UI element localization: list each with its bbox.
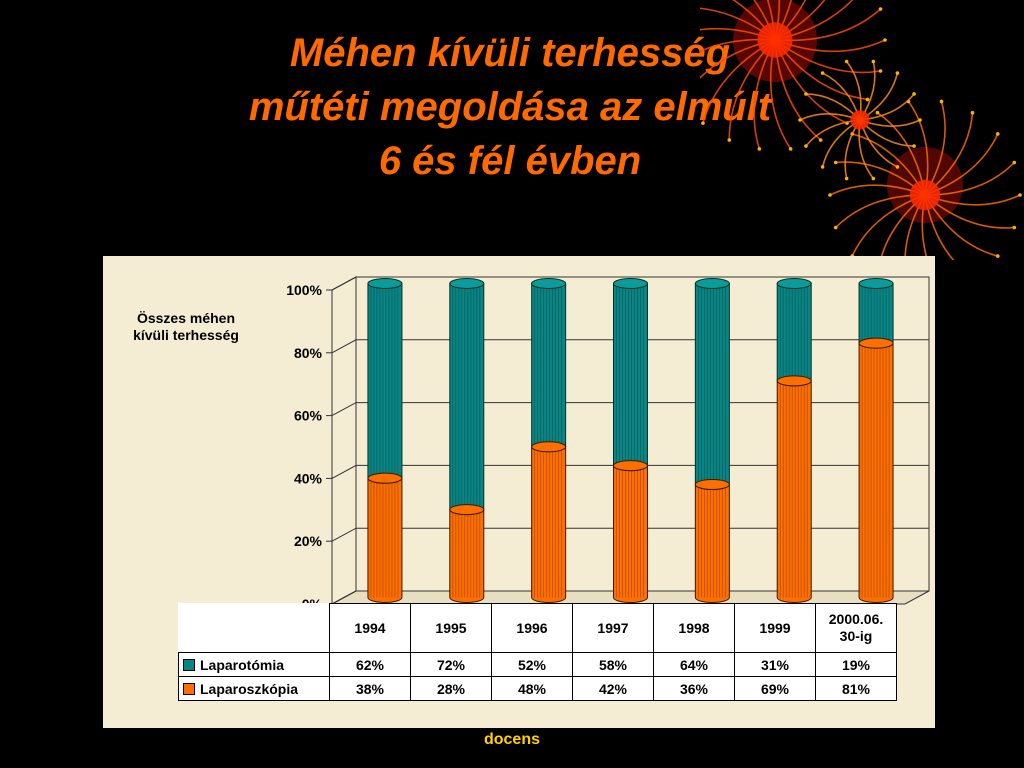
table-year-1994: 1994: [329, 603, 411, 653]
stacked-bar-chart: 0%20%40%60%80%100%: [286, 276, 930, 612]
bar-top-cap: [531, 278, 567, 289]
bar-segment-cap: [367, 472, 403, 484]
bar-laparotomia: [694, 283, 730, 490]
y-axis-title-line-1: Összes méhen: [136, 310, 236, 326]
table-year-2000: 2000.06. 30-ig: [815, 603, 897, 653]
table-cell: 72%: [410, 652, 492, 677]
table-year-1999: 1999: [734, 603, 816, 653]
table-cell: 38%: [329, 676, 411, 701]
bar-segment-cap: [694, 478, 730, 490]
table-row-laparoszkopia: Laparoszkópia 38% 28% 48% 42% 36% 69% 81…: [178, 676, 897, 701]
slide-title: Méhen kívüli terhesség műtéti megoldása …: [120, 26, 900, 188]
bar-laparoszkopia: [367, 477, 403, 603]
table-cell: 69%: [734, 676, 816, 701]
legend-entry-laparotomia: Laparotómia: [178, 652, 330, 677]
chart-side-wall: [331, 276, 357, 605]
table-corner: [179, 604, 330, 653]
bar-laparoszkopia: [694, 483, 730, 603]
y-tick-label: 80%: [294, 345, 323, 361]
bar-laparoszkopia: [449, 509, 485, 603]
gridline: [331, 590, 929, 605]
bar-laparoszkopia: [613, 465, 648, 603]
table-cell: 31%: [734, 652, 816, 677]
bar-laparotomia: [449, 283, 485, 516]
bar-top-cap: [694, 278, 730, 289]
gridline: [331, 527, 929, 542]
table-cell: 81%: [815, 676, 897, 701]
chart-panel: 0%20%40%60%80%100% Összes méhen kívüli t…: [103, 256, 935, 728]
table-cell: 62%: [329, 652, 411, 677]
y-tick-label: 60%: [294, 408, 323, 424]
gridline: [331, 276, 929, 291]
bar-top-cap: [858, 278, 894, 289]
gridline: [331, 339, 929, 354]
bar-segment-cap: [449, 504, 485, 516]
table-row-laparotomia: Laparotómia 62% 72% 52% 58% 64% 31% 19%: [178, 652, 897, 677]
gridline: [331, 464, 929, 479]
legend-entry-laparoszkopia: Laparoszkópia: [178, 676, 330, 701]
gridline: [331, 402, 929, 417]
legend-swatch-laparotomia: [183, 658, 195, 671]
bar-laparotomia: [613, 283, 648, 472]
title-line-3: 6 és fél évben: [378, 139, 642, 183]
legend-swatch-laparoszkopia: [183, 682, 195, 695]
bar-laparoszkopia: [858, 342, 894, 603]
table-year-1996: 1996: [491, 603, 573, 653]
bar-laparoszkopia: [531, 446, 567, 603]
table-year-1995: 1995: [410, 603, 492, 653]
y-axis-title-line-2: kívüli terhesség: [133, 327, 239, 343]
bar-segment-cap: [858, 337, 894, 349]
y-axis-title: Összes méhen kívüli terhesség: [111, 310, 261, 344]
table-year-1998: 1998: [653, 603, 735, 653]
bar-top-cap: [449, 278, 485, 289]
bar-top-cap: [776, 278, 812, 289]
y-tick-label: 20%: [294, 533, 323, 549]
table-year-1997: 1997: [572, 603, 654, 653]
table-cell: 64%: [653, 652, 735, 677]
bar-laparotomia: [776, 283, 812, 387]
table-cell: 52%: [491, 652, 573, 677]
bar-segment-cap: [613, 460, 648, 472]
bar-laparoszkopia: [776, 380, 812, 603]
legend-label-laparoszkopia: Laparoszkópia: [200, 680, 299, 697]
title-line-1: Méhen kívüli terhesség: [289, 31, 731, 75]
bar-top-cap: [367, 278, 403, 289]
table-year-2000-line-2: 30-ig: [839, 628, 873, 644]
bar-laparotomia: [367, 283, 403, 484]
legend-label-laparotomia: Laparotómia: [200, 656, 285, 673]
table-cell: 28%: [410, 676, 492, 701]
table-cell: 58%: [572, 652, 654, 677]
table-header-row: 1994 1995 1996 1997 1998 1999 2000.06. 3…: [179, 603, 897, 653]
table-cell: 19%: [815, 652, 897, 677]
table-cell: 42%: [572, 676, 654, 701]
title-line-2: műtéti megoldása az elmúlt: [248, 85, 772, 129]
y-tick-label: 40%: [294, 470, 323, 486]
bar-segment-cap: [531, 441, 567, 453]
y-tick-label: 100%: [286, 282, 322, 298]
table-cell: 48%: [491, 676, 573, 701]
bar-segment-cap: [776, 375, 812, 387]
table-year-2000-line-1: 2000.06.: [828, 611, 884, 627]
data-table: 1994 1995 1996 1997 1998 1999 2000.06. 3…: [178, 603, 897, 701]
footer-label: docens: [483, 731, 540, 748]
bar-laparotomia: [531, 283, 567, 453]
table-cell: 36%: [653, 676, 735, 701]
fireworks-decoration: [700, 0, 1022, 260]
bar-top-cap: [613, 278, 648, 289]
